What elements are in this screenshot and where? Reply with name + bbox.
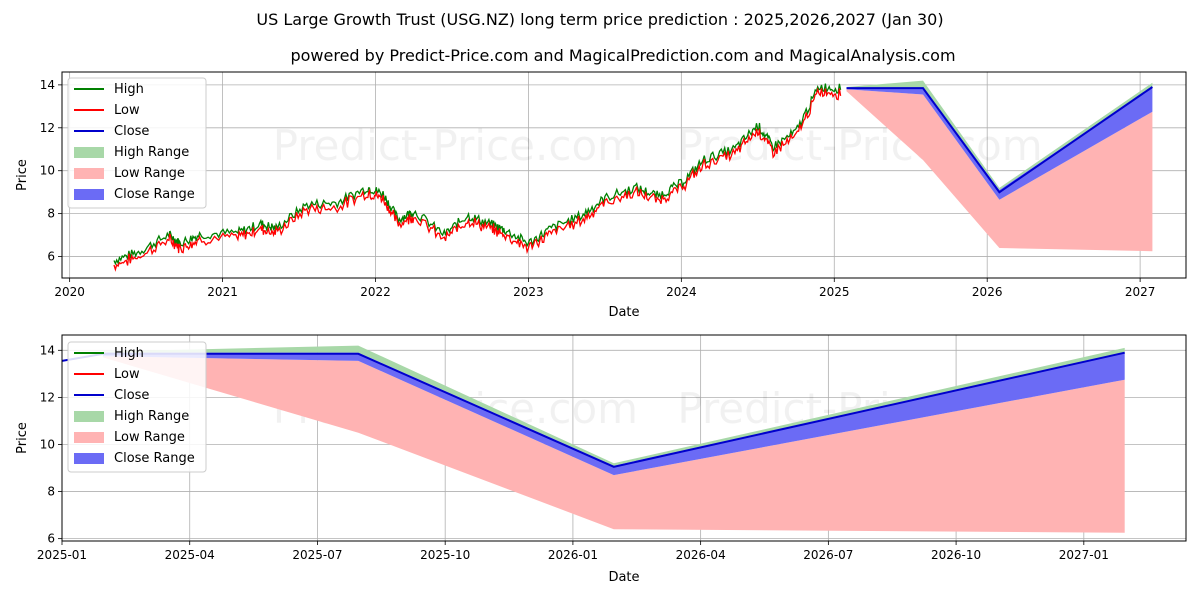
legend-patch-swatch bbox=[74, 168, 104, 179]
legend-label: Low Range bbox=[114, 430, 185, 445]
x-tick-label: 2021 bbox=[207, 285, 238, 299]
x-axis-label: Date bbox=[608, 305, 639, 320]
y-tick-label: 14 bbox=[40, 78, 55, 92]
x-tick-label: 2025-01 bbox=[37, 548, 87, 562]
x-tick-label: 2025-04 bbox=[165, 548, 215, 562]
x-axis-label: Date bbox=[608, 570, 639, 585]
x-tick-label: 2024 bbox=[666, 285, 697, 299]
axes-frame bbox=[61, 71, 1187, 279]
axes-frame bbox=[61, 334, 1187, 542]
close-range-band bbox=[102, 352, 1125, 476]
legend-label: Close bbox=[114, 388, 149, 403]
x-tick-label: 2026-01 bbox=[548, 548, 598, 562]
chart-subtitle: powered by Predict-Price.com and Magical… bbox=[290, 46, 955, 65]
legend-label: Low Range bbox=[114, 166, 185, 181]
x-tick-label: 2027 bbox=[1125, 285, 1156, 299]
x-tick-label: 2025-07 bbox=[292, 548, 342, 562]
plot-area bbox=[62, 345, 1125, 533]
x-tick-label: 2027-01 bbox=[1059, 548, 1109, 562]
top-panel: 2020 2021 2022 2023 2024 2025 2026 2027 6 8 10 12 14… bbox=[15, 71, 1187, 320]
low-range-band bbox=[846, 89, 1153, 252]
x-tick-label: 2026-04 bbox=[676, 548, 726, 562]
legend-patch-swatch bbox=[74, 411, 104, 422]
low-history-line bbox=[113, 87, 842, 272]
low-range-band bbox=[102, 356, 1125, 533]
close-range-band bbox=[846, 87, 1153, 200]
legend-patch-swatch bbox=[74, 432, 104, 443]
legend-label: High bbox=[114, 346, 144, 361]
y-tick-label: 6 bbox=[47, 532, 55, 546]
legend-patch-swatch bbox=[74, 147, 104, 158]
y-axis-label: Price bbox=[15, 422, 30, 454]
x-tick-label: 2026-07 bbox=[803, 548, 853, 562]
y-tick-label: 10 bbox=[40, 437, 55, 451]
legend: High Low Close High Range Low Range Close Ran… bbox=[67, 77, 207, 209]
y-tick-label: 12 bbox=[40, 390, 55, 404]
legend-patch-swatch bbox=[74, 189, 104, 200]
bottom-panel: 2025-01 2025-04 2025-07 2025-10 2026-01 2026-… bbox=[15, 334, 1187, 585]
legend-label: Low bbox=[114, 367, 140, 382]
x-tick-label: 2023 bbox=[513, 285, 544, 299]
y-tick-label: 10 bbox=[40, 164, 55, 178]
y-tick-label: 8 bbox=[47, 485, 55, 499]
high-history-line bbox=[113, 83, 842, 266]
close-prediction-line bbox=[846, 86, 1153, 194]
y-tick-label: 14 bbox=[40, 343, 55, 357]
legend-label: Close bbox=[114, 124, 149, 139]
legend-label: High Range bbox=[114, 409, 189, 424]
x-tick-label: 2025 bbox=[819, 285, 850, 299]
x-tick-label: 2025-10 bbox=[420, 548, 470, 562]
y-axis-label: Price bbox=[15, 159, 30, 191]
y-tick-label: 8 bbox=[47, 207, 55, 221]
x-tick-label: 2020 bbox=[54, 285, 85, 299]
legend-patch-swatch bbox=[74, 453, 104, 464]
x-tick-label: 2026-10 bbox=[931, 548, 981, 562]
x-tick-label: 2026 bbox=[972, 285, 1003, 299]
legend-label: Close Range bbox=[114, 451, 195, 466]
watermark-text: Predict-Price.com bbox=[273, 121, 638, 170]
legend-label: High Range bbox=[114, 145, 189, 160]
chart-title: US Large Growth Trust (USG.NZ) long term… bbox=[256, 10, 943, 29]
legend-label: Close Range bbox=[114, 187, 195, 202]
plot-area bbox=[113, 80, 1153, 272]
watermark-text: Predict-Price.com bbox=[677, 121, 1042, 170]
legend-label: Low bbox=[114, 103, 140, 118]
legend: High Low Close High Range Low Range Close Ran… bbox=[67, 341, 207, 473]
x-tick-label: 2022 bbox=[360, 285, 391, 299]
y-tick-label: 12 bbox=[40, 121, 55, 135]
y-tick-label: 6 bbox=[47, 250, 55, 264]
legend-label: High bbox=[114, 82, 144, 97]
close-prediction-line bbox=[102, 351, 1125, 468]
